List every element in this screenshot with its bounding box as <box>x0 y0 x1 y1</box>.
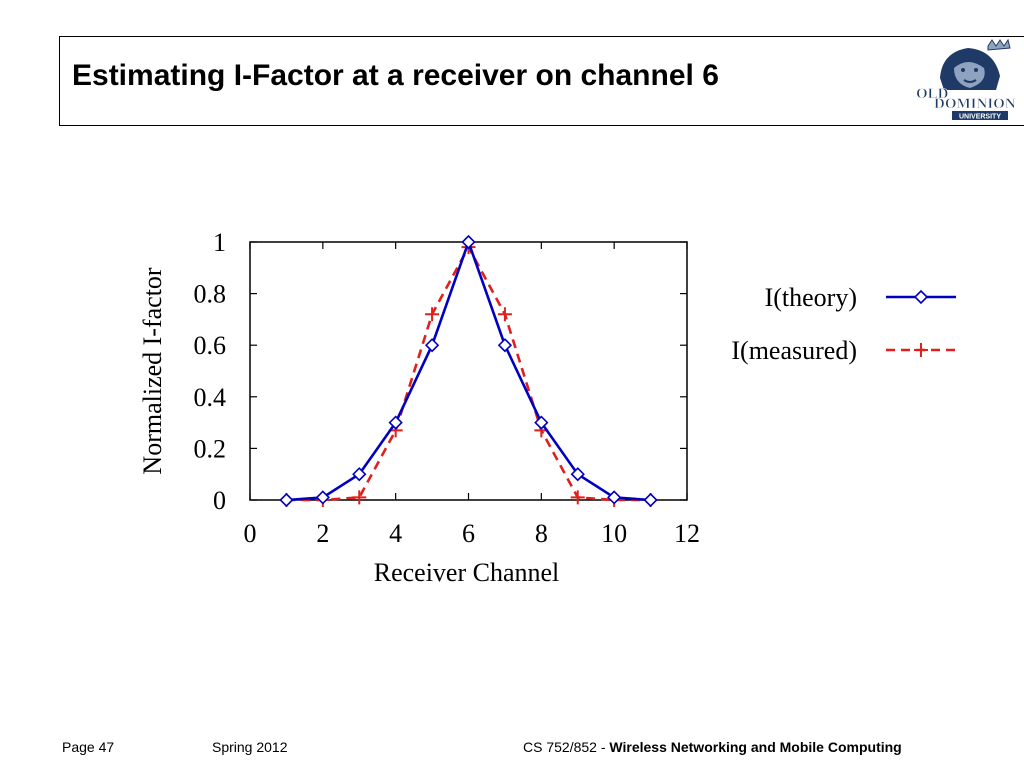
x-tick-label: 0 <box>244 519 257 548</box>
diamond-marker <box>352 467 367 482</box>
diamond-marker <box>315 490 330 505</box>
footer-course-prefix: CS 752/852 - <box>523 739 610 755</box>
series-measured <box>279 240 658 507</box>
plot-frame <box>249 241 688 501</box>
series-theory <box>279 234 658 508</box>
crown-icon <box>987 38 1011 51</box>
footer-page-number: Page 47 <box>62 739 115 755</box>
logo-dominion-text: DOMINION <box>934 96 1016 112</box>
diamond-marker <box>388 415 403 430</box>
y-tick-label: 0.2 <box>194 434 227 463</box>
series-line <box>286 238 651 502</box>
university-logo: OLD DOMINION UNIVERSITY <box>916 38 1016 121</box>
diamond-marker <box>497 338 513 353</box>
x-axis-label: Receiver Channel <box>374 558 560 587</box>
x-tick-label: 12 <box>674 519 700 548</box>
y-tick-label: 0.4 <box>194 383 227 412</box>
diamond-marker <box>570 467 585 482</box>
y-tick-label: 1 <box>213 228 226 257</box>
slide-title: Estimating I-Factor at a receiver on cha… <box>72 59 719 92</box>
legend-label: I(theory) <box>765 283 857 312</box>
footer-course-name: Wireless Networking and Mobile Computing <box>609 739 902 755</box>
plus-marker <box>570 490 585 505</box>
logo-old-text: OLD <box>916 86 949 102</box>
plus-marker <box>497 307 512 322</box>
diamond-marker <box>534 415 549 430</box>
title-box: Estimating I-Factor at a receiver on cha… <box>59 36 1024 126</box>
logo-university-text: UNIVERSITY <box>959 114 1001 121</box>
chart-series <box>279 234 658 508</box>
footer-term: Spring 2012 <box>212 739 288 755</box>
plus-marker <box>425 307 440 322</box>
y-tick-label: 0.8 <box>194 280 227 309</box>
x-tick-label: 4 <box>389 519 402 548</box>
y-tick-label: 0.6 <box>194 331 227 360</box>
legend-label: I(measured) <box>731 336 857 365</box>
x-tick-label: 8 <box>535 519 548 548</box>
x-tick-label: 10 <box>601 519 627 548</box>
footer-course: CS 752/852 - Wireless Networking and Mob… <box>523 739 902 755</box>
x-tick-label: 2 <box>316 519 329 548</box>
chart-legend: I(theory) I(measured) <box>731 283 956 365</box>
plus-marker <box>352 490 367 505</box>
plus-marker <box>914 343 928 357</box>
diamond-marker <box>643 492 658 508</box>
diamond-marker <box>607 490 622 505</box>
diamond-marker <box>913 289 929 305</box>
x-tick-label: 6 <box>462 519 475 548</box>
series-line <box>286 244 651 502</box>
chart-axes: 0 2 4 6 8 10 12 0 0.2 0.4 0.6 0.8 1 Receiver Channel N… <box>138 228 700 587</box>
diamond-marker <box>279 492 294 508</box>
diamond-marker <box>424 338 440 353</box>
diamond-marker <box>461 234 476 250</box>
y-tick-label: 0 <box>213 486 226 515</box>
y-axis-label: Normalized I-factor <box>138 267 167 475</box>
